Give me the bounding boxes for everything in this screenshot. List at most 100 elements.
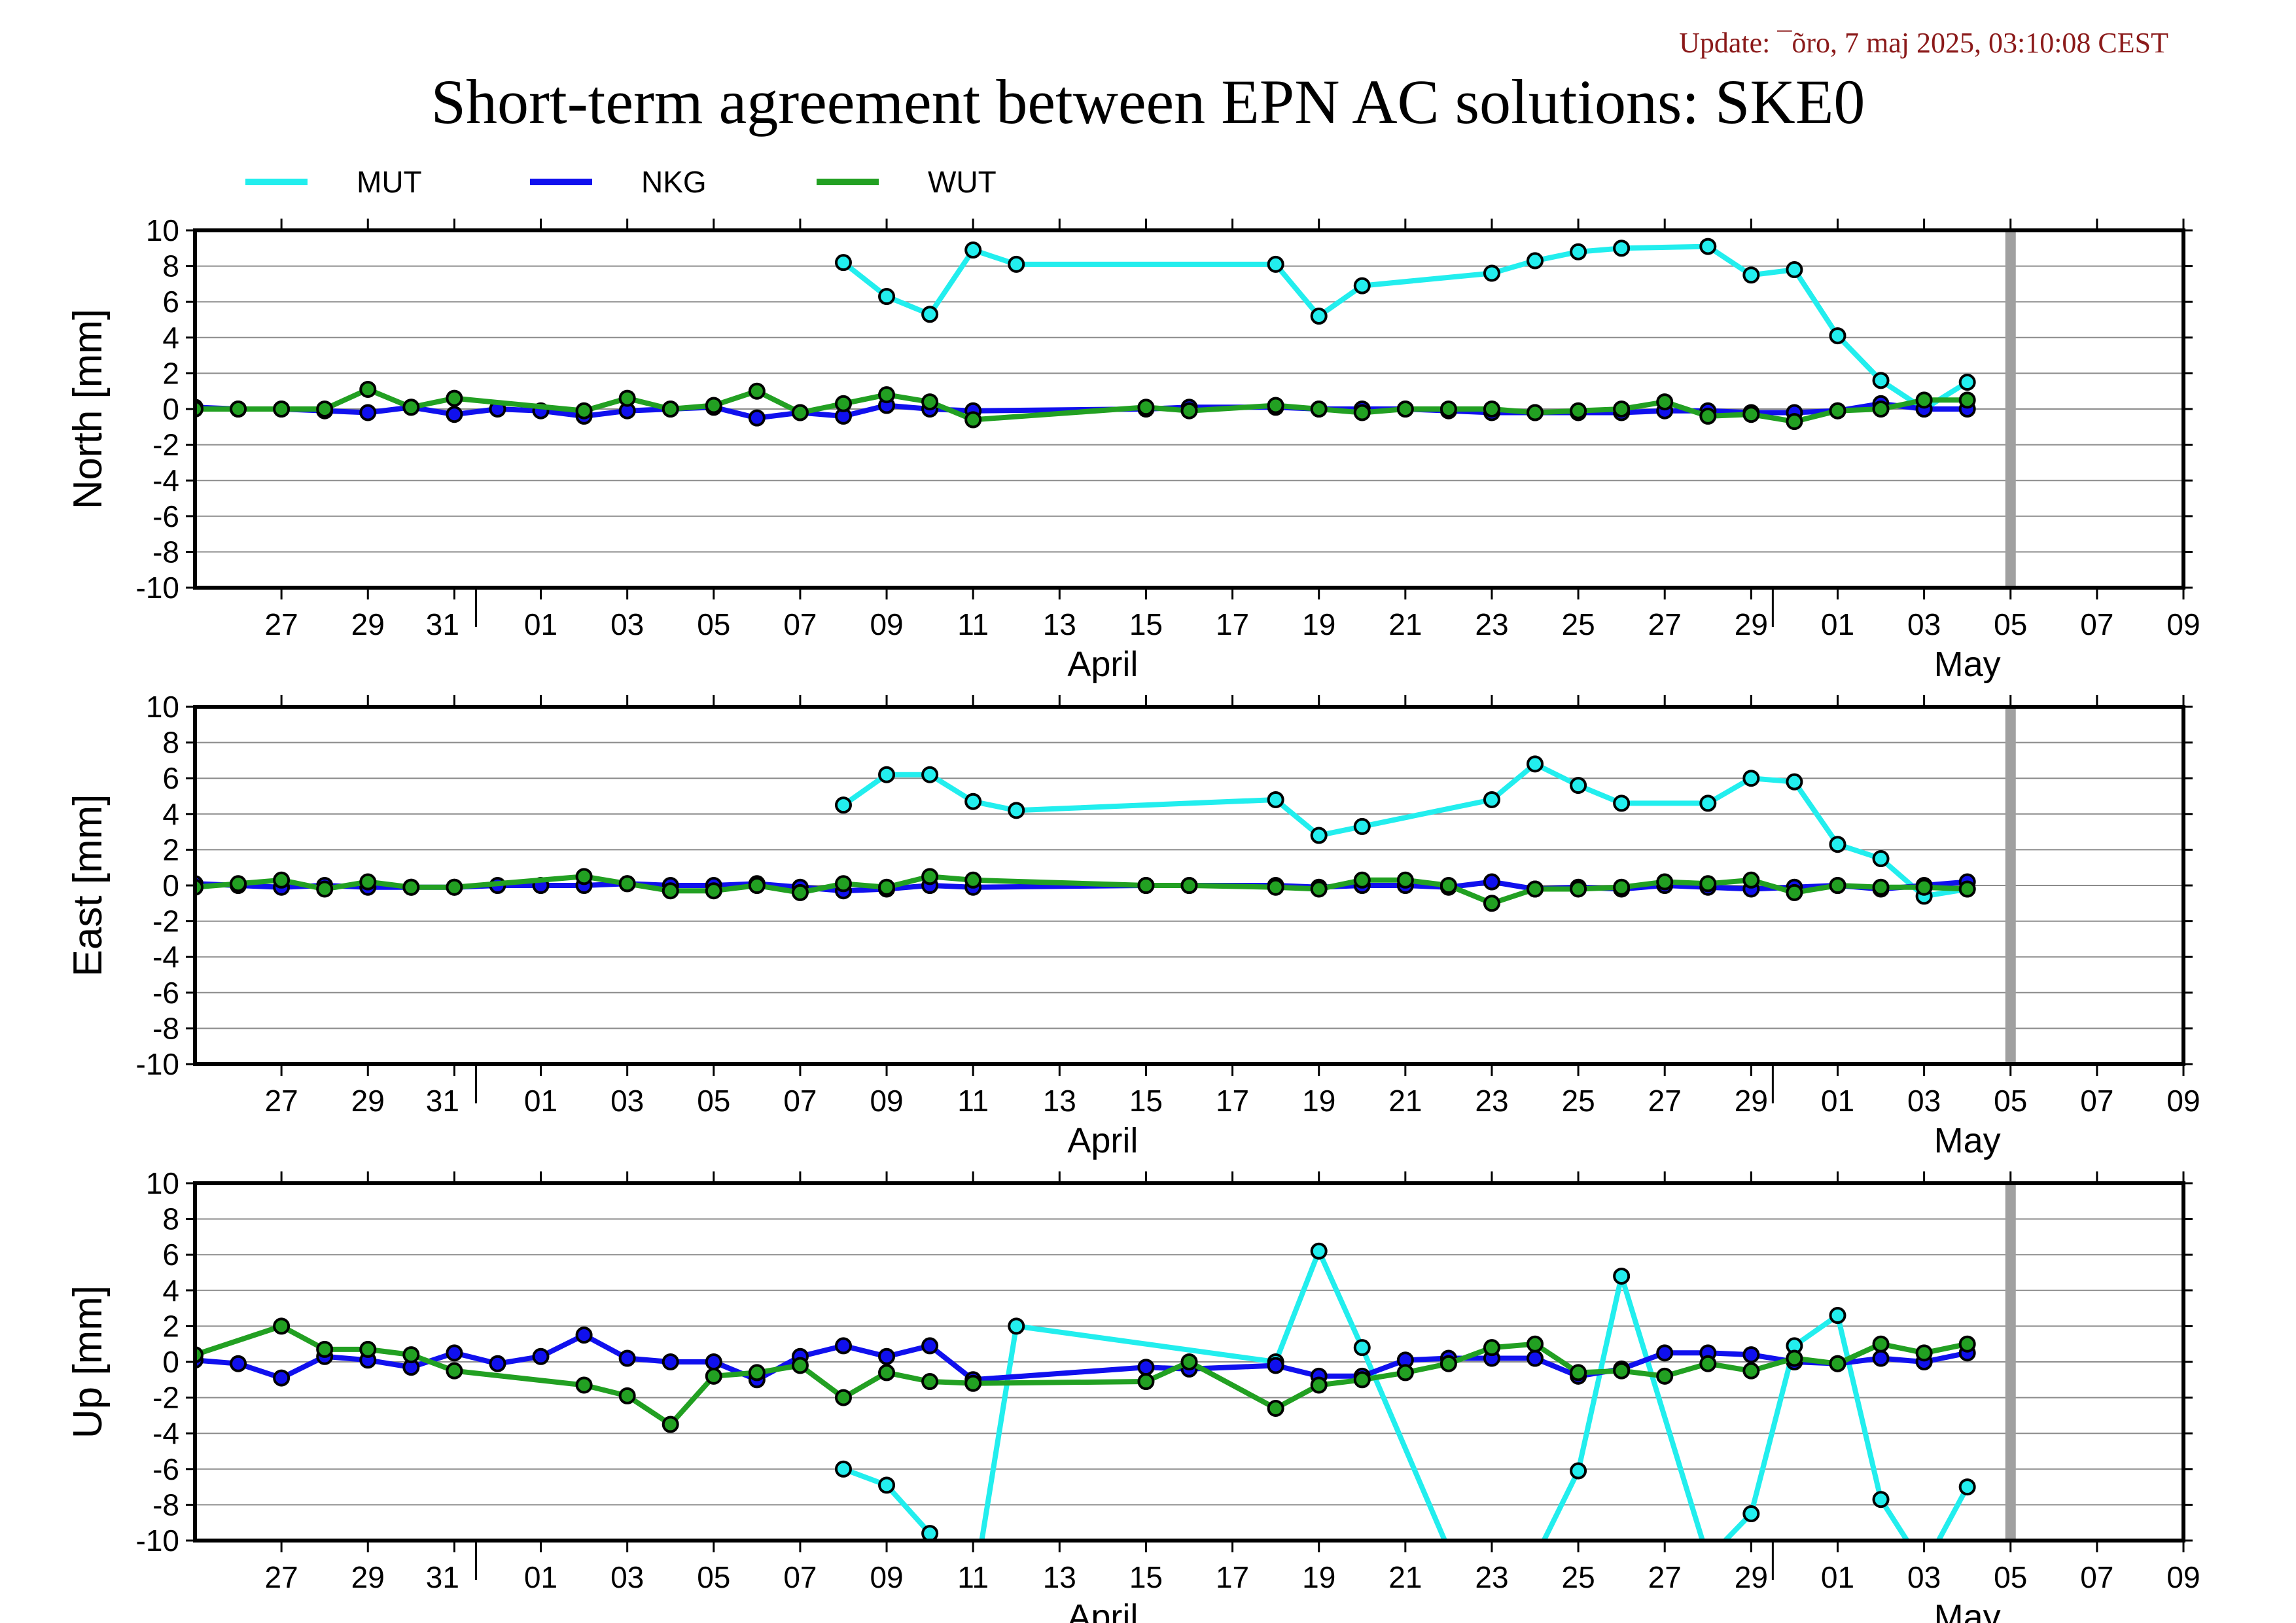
legend-label: MUT — [357, 165, 422, 199]
x-tick-label: 01 — [524, 1084, 557, 1118]
legend-label: WUT — [928, 165, 997, 199]
series-mut — [834, 1242, 1976, 1541]
x-tick-label: 27 — [265, 607, 298, 641]
data-point-wut — [964, 1374, 982, 1392]
x-tick-label: 23 — [1475, 1560, 1508, 1594]
legend-label: NKG — [641, 165, 707, 199]
data-point-nkg — [1656, 1344, 1674, 1362]
data-point-wut — [1353, 404, 1371, 421]
data-point-nkg — [446, 406, 463, 423]
series-wut — [195, 380, 1976, 431]
x-tick-label: 23 — [1475, 1084, 1508, 1118]
data-point-mut — [834, 796, 852, 814]
data-point-wut — [791, 1357, 809, 1374]
data-point-nkg — [532, 1347, 550, 1365]
y-tick-label: 2 — [162, 356, 179, 390]
x-tick-label: 27 — [1648, 1084, 1682, 1118]
data-point-mut — [1829, 327, 1846, 345]
y-tick-label: -6 — [152, 976, 179, 1010]
x-tick-label: 19 — [1302, 607, 1335, 641]
data-point-mut — [1613, 1267, 1631, 1285]
data-point-mut — [1872, 850, 1890, 868]
x-tick-label: 05 — [1994, 1084, 2027, 1118]
data-point-mut — [1310, 308, 1328, 325]
data-point-wut — [705, 882, 722, 900]
data-point-wut — [1137, 399, 1155, 416]
x-tick-label: 05 — [1994, 1560, 2027, 1594]
y-tick-label: 2 — [162, 1309, 179, 1343]
y-tick-label: -6 — [152, 1452, 179, 1486]
data-point-wut — [1310, 401, 1328, 418]
x-tick-label: 21 — [1388, 1560, 1422, 1594]
data-point-wut — [705, 397, 722, 414]
data-point-mut — [1008, 802, 1025, 819]
x-month-label: April — [1067, 1121, 1138, 1160]
data-point-nkg — [1742, 1346, 1760, 1364]
data-point-wut — [1742, 406, 1760, 423]
x-tick-label: 31 — [426, 607, 459, 641]
data-point-wut — [1786, 1349, 1803, 1367]
data-point-wut — [316, 880, 334, 898]
data-point-wut — [1267, 397, 1284, 414]
data-point-wut — [1180, 877, 1198, 894]
data-point-wut — [1570, 402, 1587, 419]
data-point-mut — [964, 793, 982, 810]
data-point-nkg — [1483, 873, 1500, 891]
data-point-mut — [1699, 238, 1717, 255]
data-point-wut — [1915, 1344, 1933, 1362]
x-tick-label: 15 — [1129, 607, 1163, 641]
data-point-wut — [1483, 1339, 1500, 1357]
x-tick-label: 09 — [2166, 1084, 2200, 1118]
data-point-mut — [1742, 1505, 1760, 1523]
data-point-wut — [1396, 871, 1414, 889]
x-tick-label: 27 — [1648, 1560, 1682, 1594]
data-point-nkg — [575, 1327, 593, 1344]
data-point-nkg — [446, 1344, 463, 1362]
y-axis-label: East [mm] — [65, 794, 111, 976]
data-point-mut — [1008, 1317, 1025, 1335]
update-timestamp: Update: ¯õro, 7 maj 2025, 03:10:08 CEST — [1679, 27, 2168, 59]
x-tick-label: 01 — [524, 1560, 557, 1594]
y-tick-label: 4 — [162, 1274, 179, 1308]
x-tick-label: 13 — [1043, 607, 1076, 641]
x-tick-label: 29 — [351, 607, 385, 641]
data-point-wut — [791, 404, 809, 421]
data-point-mut — [921, 1525, 939, 1541]
x-tick-label: 01 — [1821, 1084, 1854, 1118]
data-point-mut — [1527, 252, 1544, 270]
data-point-wut — [1267, 878, 1284, 896]
data-point-wut — [1180, 402, 1198, 419]
x-tick-label: 29 — [1735, 1560, 1768, 1594]
data-point-wut — [1353, 871, 1371, 889]
x-tick-label: 03 — [610, 1560, 644, 1594]
data-point-nkg — [1137, 1359, 1155, 1376]
data-point-mut — [1786, 773, 1803, 791]
data-point-wut — [1353, 1371, 1371, 1389]
data-point-wut — [618, 1387, 636, 1404]
x-tick-label: 09 — [870, 607, 903, 641]
x-tick-label: 17 — [1216, 1084, 1249, 1118]
data-point-wut — [1699, 407, 1717, 425]
y-tick-label: 2 — [162, 832, 179, 866]
y-tick-label: -8 — [152, 1488, 179, 1522]
x-tick-label: 09 — [2166, 1560, 2200, 1594]
data-point-wut — [878, 1364, 896, 1382]
y-tick-label: 10 — [146, 213, 179, 247]
data-point-wut — [273, 401, 291, 418]
data-point-nkg — [878, 1347, 896, 1365]
data-point-mut — [834, 254, 852, 272]
y-tick-label: -2 — [152, 904, 179, 938]
data-point-wut — [1829, 877, 1846, 894]
data-point-wut — [964, 411, 982, 429]
y-tick-label: 10 — [146, 1166, 179, 1200]
data-point-mut — [921, 766, 939, 783]
data-point-mut — [878, 288, 896, 306]
series-wut — [195, 868, 1976, 912]
data-point-nkg — [662, 1353, 679, 1370]
x-tick-label: 31 — [426, 1560, 459, 1594]
data-point-wut — [748, 877, 766, 894]
data-point-wut — [662, 401, 679, 418]
y-tick-label: 0 — [162, 392, 179, 426]
data-point-wut — [1872, 878, 1890, 896]
